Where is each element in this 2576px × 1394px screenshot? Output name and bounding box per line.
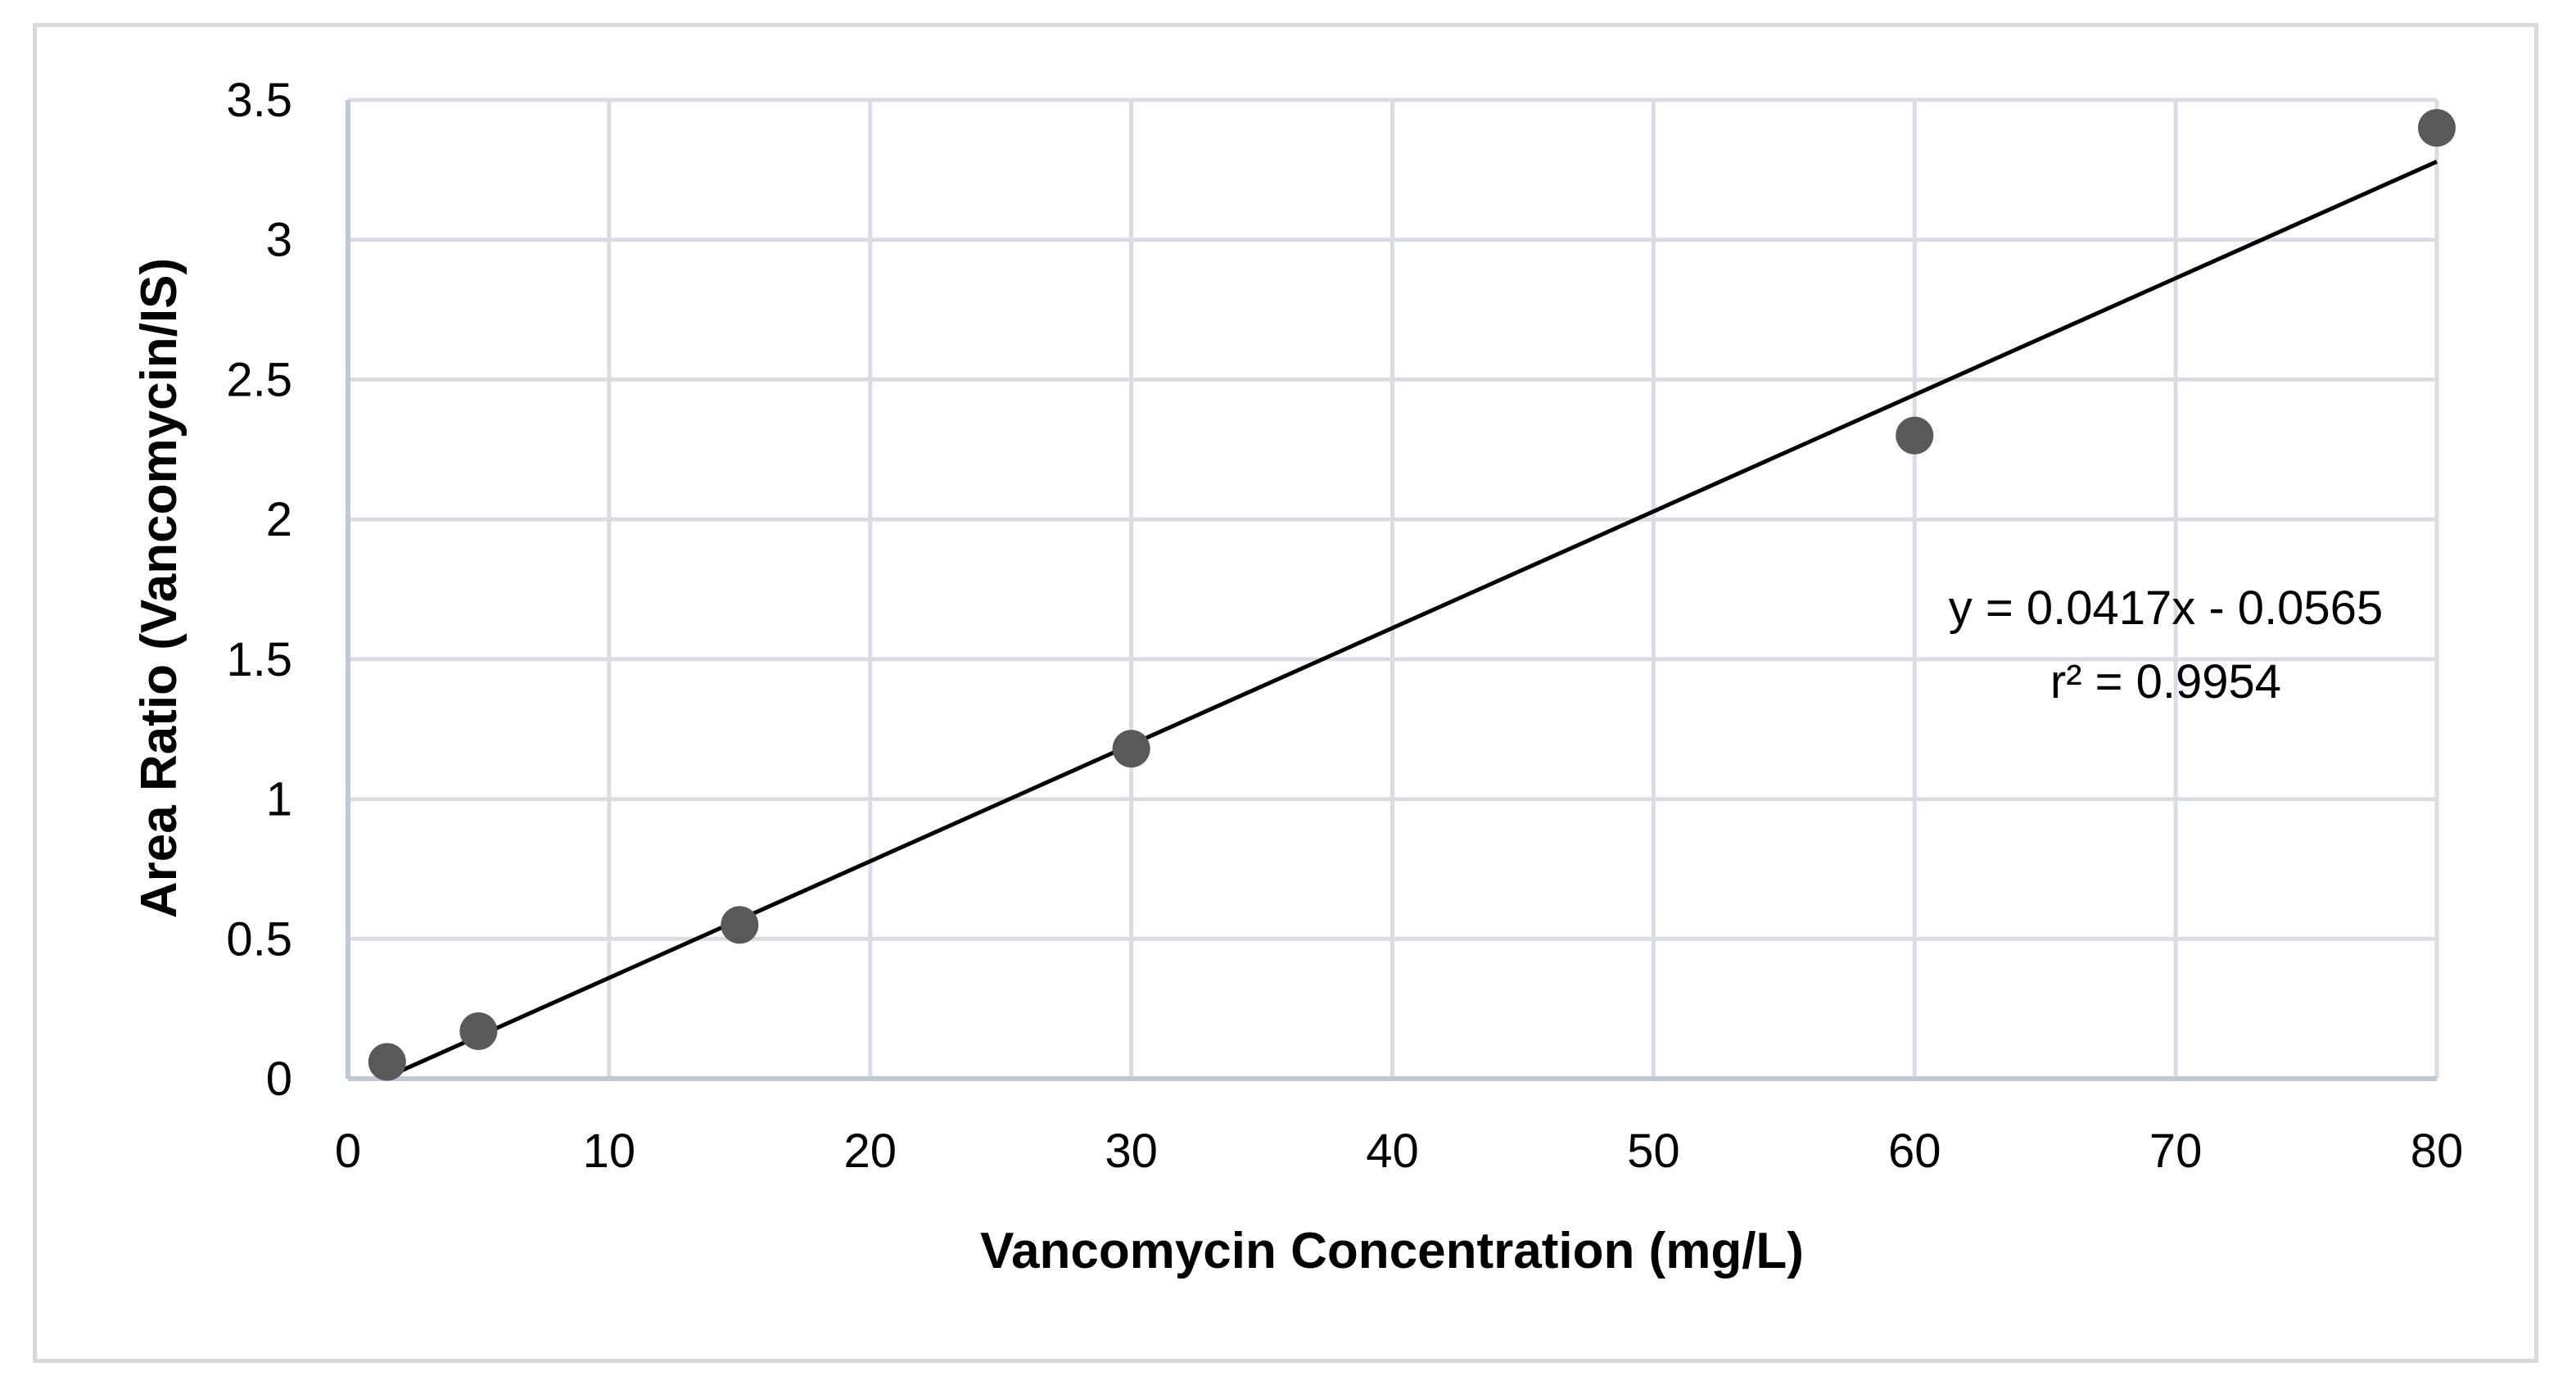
- data-point: [2418, 109, 2456, 147]
- data-points: [368, 109, 2456, 1081]
- y-tick-label: 2: [266, 493, 292, 546]
- x-tick-label: 80: [2411, 1125, 2464, 1178]
- data-point: [1112, 730, 1150, 768]
- x-tick-label: 10: [583, 1125, 636, 1178]
- y-tick-labels: 0 0.5 1 1.5 2 2.5 3 3.5: [226, 74, 292, 1106]
- x-tick-label: 60: [1888, 1125, 1941, 1178]
- x-tick-label: 30: [1105, 1125, 1158, 1178]
- y-tick-label: 2.5: [226, 353, 292, 406]
- x-tick-label: 70: [2149, 1125, 2203, 1178]
- x-tick-label: 50: [1627, 1125, 1680, 1178]
- y-tick-label: 1.5: [226, 633, 292, 686]
- x-tick-label: 0: [335, 1125, 361, 1178]
- x-axis-title: Vancomycin Concentration (mg/L): [980, 1223, 1804, 1279]
- data-point: [368, 1043, 406, 1081]
- y-tick-label: 0: [266, 1052, 292, 1106]
- x-tick-label: 40: [1366, 1125, 1419, 1178]
- axes: [346, 100, 2437, 1081]
- data-point: [1896, 416, 1934, 455]
- data-point: [721, 906, 759, 944]
- y-axis-title: Area Ratio (Vancomycin/IS): [131, 258, 188, 918]
- y-tick-label: 0.5: [226, 912, 292, 966]
- y-tick-label: 1: [266, 773, 292, 826]
- trendline-equation: y = 0.0417x - 0.0565: [1949, 582, 2383, 635]
- x-tick-label: 20: [843, 1125, 897, 1178]
- x-tick-labels: 0 10 20 30 40 50 60 70 80: [335, 1125, 2463, 1178]
- r-squared-label: r² = 0.9954: [2050, 655, 2281, 708]
- y-tick-label: 3: [266, 214, 292, 267]
- data-point: [459, 1012, 498, 1050]
- chart-frame: [33, 23, 2538, 1363]
- y-tick-label: 3.5: [226, 74, 292, 127]
